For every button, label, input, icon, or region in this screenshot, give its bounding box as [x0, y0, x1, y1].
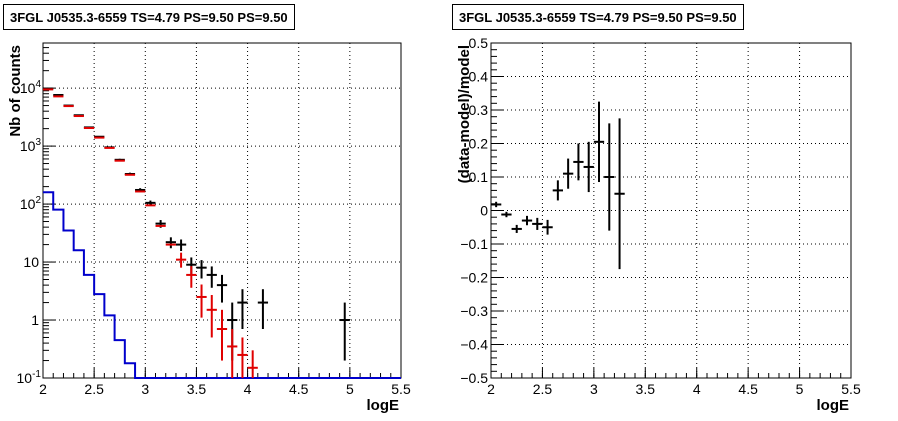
- left-panel-title: 3FGL J0535.3-6559 TS=4.79 PS=9.50 PS=9.5…: [3, 4, 295, 30]
- x-tick-label: 3: [141, 381, 149, 397]
- y-tick-label: 0: [480, 203, 488, 219]
- y-axis-title: Nb of counts: [7, 45, 24, 137]
- x-tick-label: 2.5: [533, 381, 553, 397]
- y-tick-label: −0.2: [460, 270, 488, 286]
- x-tick-label: 3.5: [187, 381, 207, 397]
- y-tick-label: 0.1: [469, 169, 489, 185]
- y-tick-label: 0.4: [469, 69, 489, 85]
- x-tick-label: 4: [244, 381, 252, 397]
- x-tick-label: 4.5: [738, 381, 758, 397]
- y-axis-title: (data-model)/model: [456, 45, 473, 183]
- component-step-line: [43, 191, 401, 379]
- y-tick-label: 103: [20, 137, 42, 154]
- y-tick-label: 102: [20, 195, 42, 212]
- y-tick-label: −0.1: [460, 236, 488, 252]
- x-tick-label: 2: [39, 381, 47, 397]
- x-axis-title: logE: [367, 397, 400, 414]
- y-tick-label: 0.3: [469, 102, 489, 118]
- y-tick-label: 0.2: [469, 136, 489, 152]
- x-axis-title: logE: [817, 397, 850, 414]
- y-tick-label: −0.4: [460, 337, 488, 353]
- x-tick-label: 2: [487, 381, 495, 397]
- y-tick-label: 10: [23, 254, 39, 270]
- y-tick-label: 104: [20, 79, 42, 96]
- y-tick-label: −0.3: [460, 303, 488, 319]
- x-tick-label: 5: [796, 381, 804, 397]
- x-tick-label: 2.5: [84, 381, 104, 397]
- x-tick-label: 5: [346, 381, 354, 397]
- x-tick-label: 4.5: [289, 381, 309, 397]
- y-tick-label: 10-1: [17, 369, 42, 386]
- y-tick-label: −0.5: [460, 370, 488, 386]
- x-tick-label: 3: [590, 381, 598, 397]
- x-tick-label: 5.5: [841, 381, 861, 397]
- x-tick-label: 4: [693, 381, 701, 397]
- y-tick-label: 1: [31, 312, 39, 328]
- x-tick-label: 5.5: [391, 381, 411, 397]
- x-tick-label: 3.5: [636, 381, 656, 397]
- right-panel-title: 3FGL J0535.3-6559 TS=4.79 PS=9.50 PS=9.5…: [452, 4, 744, 30]
- y-tick-label: 0.5: [469, 35, 489, 51]
